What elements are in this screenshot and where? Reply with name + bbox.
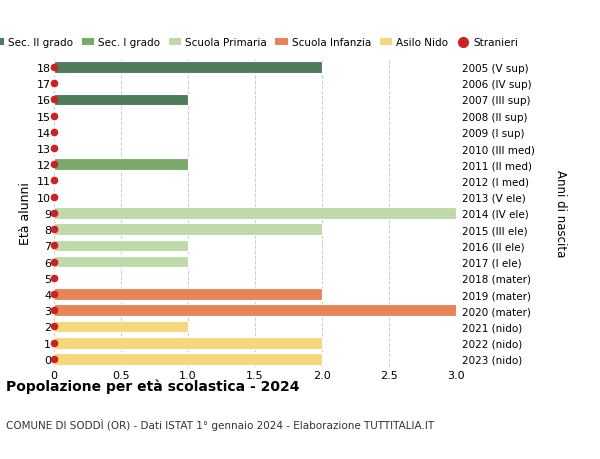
Bar	[54, 305, 456, 316]
Bar	[54, 289, 322, 300]
Legend: Sec. II grado, Sec. I grado, Scuola Primaria, Scuola Infanzia, Asilo Nido, Stran: Sec. II grado, Sec. I grado, Scuola Prim…	[0, 39, 518, 48]
Bar	[54, 159, 188, 171]
Bar	[54, 353, 322, 365]
Bar	[54, 337, 322, 349]
Bar	[54, 321, 188, 333]
Text: Popolazione per età scolastica - 2024: Popolazione per età scolastica - 2024	[6, 379, 299, 393]
Text: COMUNE DI SODDÌ (OR) - Dati ISTAT 1° gennaio 2024 - Elaborazione TUTTITALIA.IT: COMUNE DI SODDÌ (OR) - Dati ISTAT 1° gen…	[6, 418, 434, 430]
Y-axis label: Anni di nascita: Anni di nascita	[554, 170, 567, 257]
Bar	[54, 62, 322, 73]
Bar	[54, 207, 456, 219]
Y-axis label: Età alunni: Età alunni	[19, 182, 32, 245]
Bar	[54, 224, 322, 235]
Bar	[54, 240, 188, 252]
Bar	[54, 94, 188, 106]
Bar	[54, 256, 188, 268]
